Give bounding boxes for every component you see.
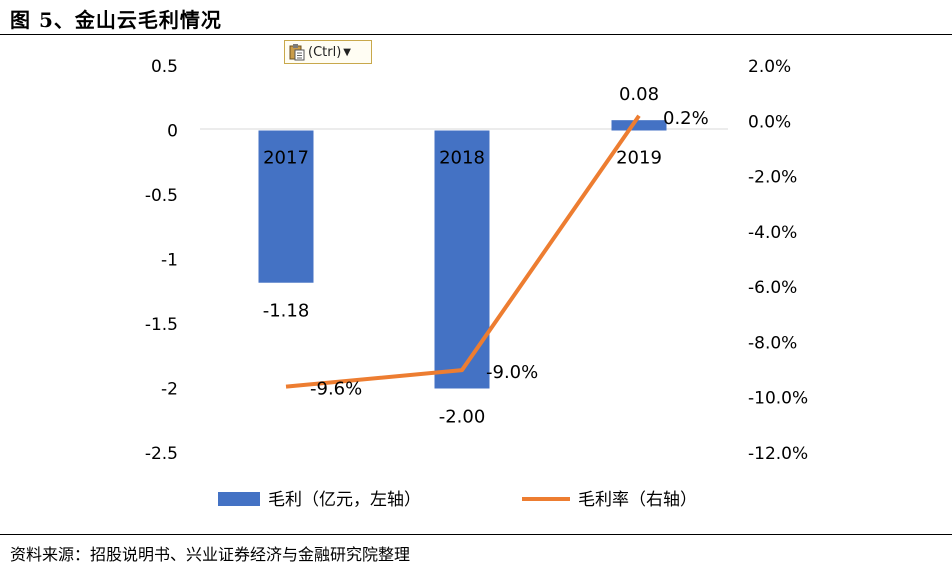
right-tick-label: -2.0% (748, 168, 797, 188)
legend-label-gross-profit: 毛利（亿元，左轴） (268, 490, 421, 510)
clipboard-icon (289, 44, 305, 61)
paste-options-button[interactable]: (Ctrl) ▼ (284, 40, 372, 64)
bar-2018 (434, 130, 490, 389)
bar-2019 (611, 120, 667, 131)
left-tick-label: 0 (167, 122, 178, 142)
bar-value-label: -2.00 (439, 407, 486, 428)
bar-value-label: 0.08 (619, 84, 659, 105)
right-tick-label: -12.0% (748, 444, 808, 464)
source-rule (0, 534, 952, 535)
right-tick-label: -4.0% (748, 223, 797, 243)
left-tick-label: -2 (161, 380, 178, 400)
legend: 毛利（亿元，左轴） 毛利率（右轴） (218, 490, 697, 510)
category-label-2019: 2019 (616, 148, 662, 169)
category-label-2018: 2018 (439, 148, 485, 169)
figure-title: 图 5、金山云毛利情况 (10, 8, 222, 32)
line-value-label: -9.6% (310, 379, 362, 400)
right-tick-label: 0.0% (748, 112, 791, 132)
category-label-2017: 2017 (263, 148, 309, 169)
combo-chart: 0.5 0 -0.5 -1 -1.5 -2 -2.5 2.0% 0.0% -2.0% -4.0% -… (145, 57, 808, 510)
right-tick-label: -8.0% (748, 333, 797, 353)
paste-options-label: (Ctrl) (308, 44, 342, 60)
legend-label-gross-margin: 毛利率（右轴） (578, 490, 697, 510)
left-tick-label: -1 (161, 251, 178, 271)
source-note: 资料来源：招股说明书、兴业证券经济与金融研究院整理 (10, 545, 411, 564)
legend-swatch-gross-profit (218, 492, 260, 506)
title-rule (0, 34, 952, 35)
left-tick-label: -1.5 (145, 315, 178, 335)
left-tick-label: 0.5 (151, 57, 178, 77)
left-tick-label: -2.5 (145, 444, 178, 464)
bar-value-label: -1.18 (263, 301, 310, 322)
right-tick-label: -10.0% (748, 389, 808, 409)
right-tick-label: -6.0% (748, 278, 797, 298)
bar-2017 (258, 130, 314, 283)
chevron-down-icon: ▼ (343, 46, 351, 58)
left-tick-label: -0.5 (145, 186, 178, 206)
gross-margin-line (285, 114, 641, 389)
line-value-label: 0.2% (663, 108, 709, 129)
right-tick-label: 2.0% (748, 57, 791, 77)
line-value-label: -9.0% (486, 362, 538, 383)
